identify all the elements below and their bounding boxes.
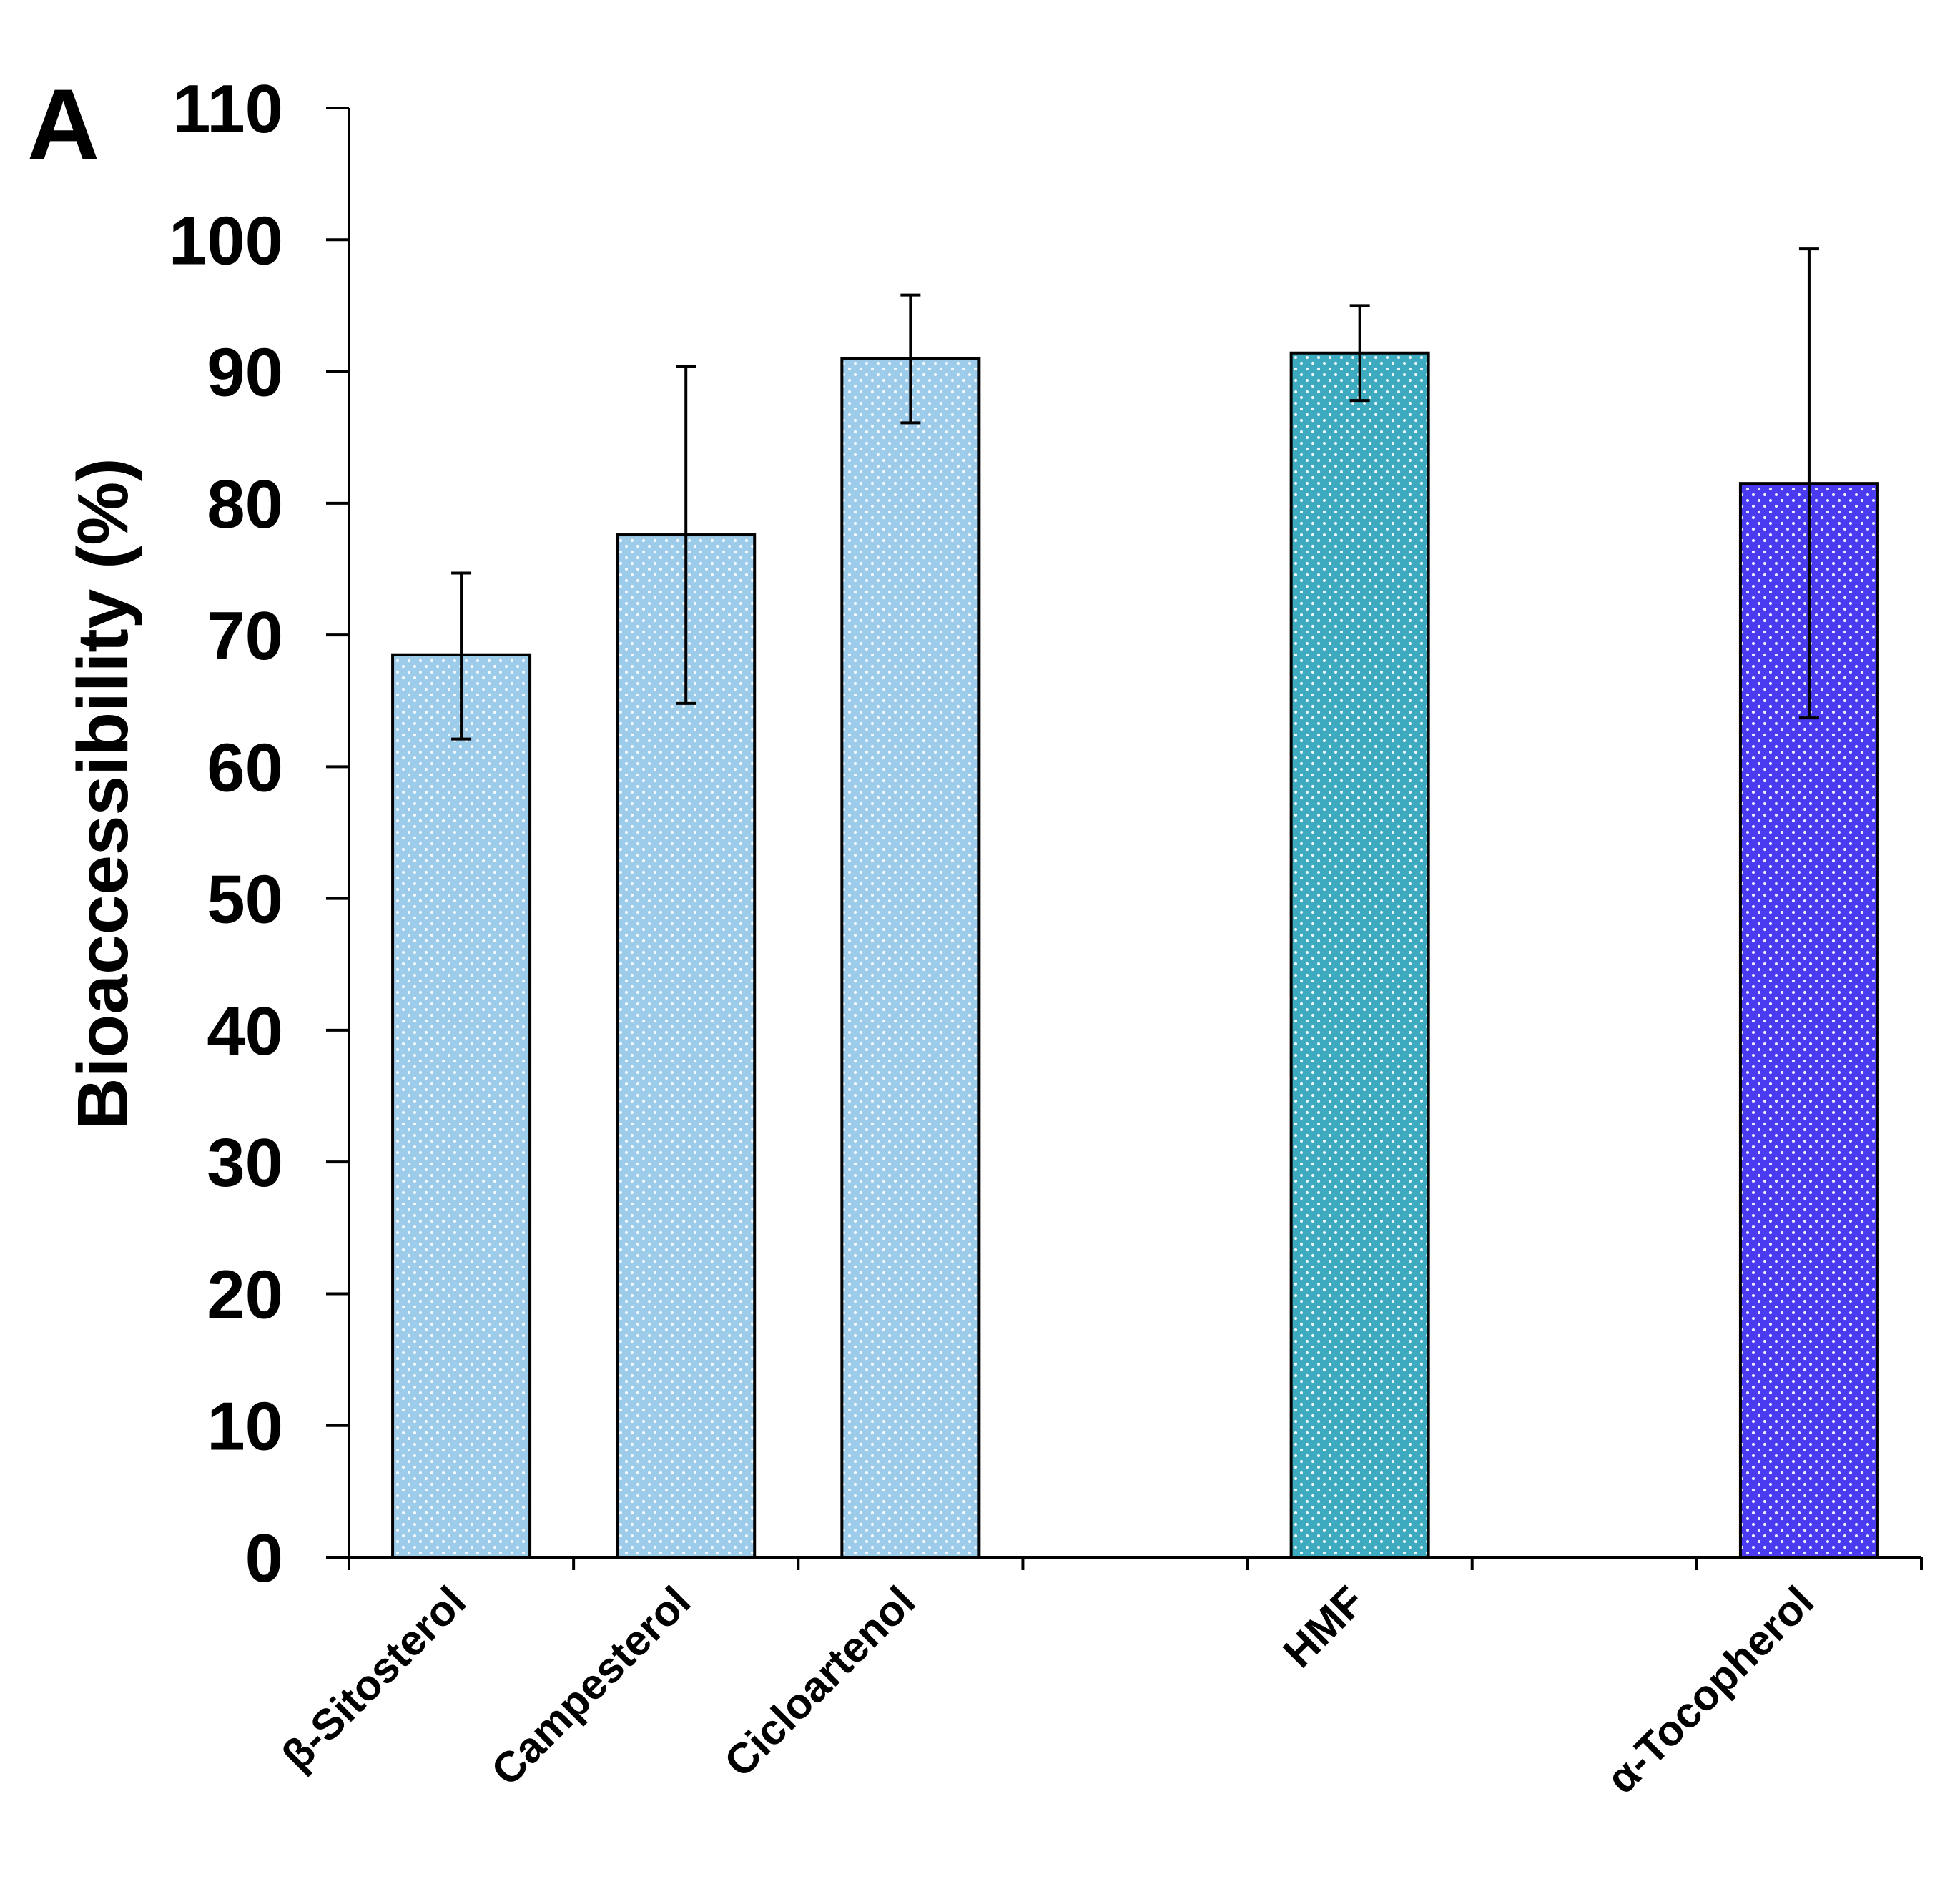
y-tick-label: 50 <box>207 862 283 938</box>
x-tick-label: HMF <box>1274 1577 1374 1677</box>
y-tick-label: 70 <box>207 598 283 674</box>
x-tick-label: α-Tocopherol <box>1597 1577 1823 1802</box>
error-bars <box>451 247 1819 741</box>
x-axis-labels: β-Sitosterol Campesterol Cicloartenol HMF α-… <box>272 1577 1823 1802</box>
bars <box>391 351 1879 1559</box>
y-axis-title: Bioaccessibility (%) <box>63 458 143 1129</box>
error-bar <box>1349 304 1370 403</box>
y-tick-label: 30 <box>207 1125 283 1201</box>
x-tick-label: β-Sitosterol <box>272 1577 475 1780</box>
y-tick-label: 90 <box>207 335 283 411</box>
error-bar <box>1798 247 1819 720</box>
bar <box>840 357 981 1559</box>
error-bar <box>451 571 472 741</box>
y-tick-label: 10 <box>207 1389 283 1465</box>
error-bar <box>676 365 696 705</box>
y-axis-ticks: 0 10 20 30 40 50 60 70 80 90 100 110 <box>169 71 349 1597</box>
bar <box>391 653 532 1559</box>
y-tick-label: 110 <box>172 71 283 147</box>
bar <box>616 533 757 1559</box>
x-axis-ticks <box>348 1557 1923 1570</box>
y-tick-label: 0 <box>245 1520 283 1597</box>
y-tick-label: 60 <box>207 729 283 806</box>
error-bar <box>900 293 921 425</box>
x-tick-label: Cicloartenol <box>715 1577 925 1787</box>
panel-label: A <box>27 68 99 180</box>
y-tick-label: 40 <box>207 993 283 1070</box>
y-tick-label: 20 <box>207 1256 283 1333</box>
y-tick-label: 80 <box>207 466 283 543</box>
x-tick-label: Campesterol <box>482 1577 699 1795</box>
bar <box>1289 351 1430 1559</box>
y-tick-label: 100 <box>169 202 283 279</box>
